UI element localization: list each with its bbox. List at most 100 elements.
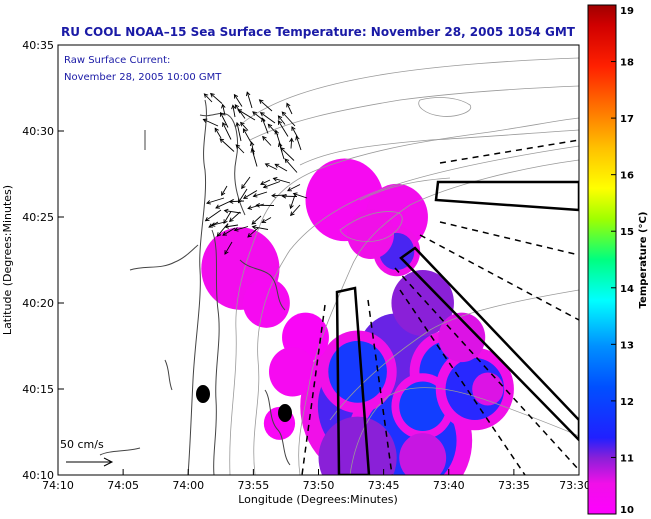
colorbar: 10 11 12 13 14 15 16 17 18 19 Temperature (°C) [587, 4, 649, 516]
sst-patch [347, 209, 395, 259]
current-arrow [206, 197, 225, 205]
current-arrow [277, 120, 289, 137]
current-arrow [259, 112, 276, 124]
contour-line [229, 117, 579, 475]
contour-line [249, 85, 579, 141]
contour-line [418, 97, 472, 117]
contour-line [359, 177, 451, 201]
contour-line [253, 145, 579, 475]
y-tick-label: 40:30 [22, 125, 54, 138]
current-arrow [235, 144, 245, 154]
colorbar-tick-label: 19 [620, 6, 634, 17]
current-arrow [204, 209, 222, 222]
shoreline [211, 229, 220, 475]
current-arrow [292, 192, 308, 199]
current-arrow [260, 179, 271, 186]
current-arrow [274, 163, 288, 172]
lane-dashed-line [439, 221, 579, 256]
current-arrow [252, 191, 268, 198]
lane-box-vertical [335, 286, 371, 475]
current-arrow [281, 111, 296, 127]
current-arrow [240, 121, 249, 131]
buoy-marker [278, 404, 292, 422]
current-arrow [223, 211, 232, 225]
current-arrow [247, 227, 259, 238]
current-arrow [291, 126, 299, 139]
colorbar-tick-label: 11 [620, 453, 634, 464]
shoreline [99, 447, 141, 456]
sst-layer [201, 158, 514, 475]
current-arrow [295, 135, 302, 151]
current-arrow [290, 204, 301, 217]
current-vectors [202, 91, 308, 255]
shoreline [187, 99, 207, 475]
lane-dashed-line [439, 139, 579, 164]
current-arrow [287, 184, 301, 192]
lane-dashed-line [367, 299, 393, 475]
current-arrow [289, 194, 296, 210]
colorbar-tick-label: 17 [620, 114, 634, 125]
current-arrow [221, 185, 228, 197]
current-arrow [264, 163, 278, 170]
colorbar-tick-label: 18 [620, 58, 634, 69]
current-arrow [228, 211, 241, 223]
colorbar-tick-label: 16 [620, 171, 634, 182]
shipping-lanes [301, 139, 579, 475]
lane-dashed-line [419, 234, 579, 321]
sst-patch [268, 347, 316, 397]
colorbar-title: Temperature (°C) [638, 212, 649, 309]
current-arrow [255, 203, 275, 208]
sst-patch [391, 270, 454, 337]
current-arrow [228, 199, 245, 204]
chart-title: RU COOL NOAA–15 Sea Surface Temperature:… [61, 25, 576, 39]
current-arrow [262, 181, 281, 189]
current-arrow [233, 226, 249, 232]
scale-label: 50 cm/s [60, 438, 104, 451]
coastline [99, 99, 291, 475]
contour-line [299, 129, 579, 166]
colorbar-gradient [587, 4, 617, 515]
x-tick-label: 73:50 [303, 479, 335, 492]
sst-patch [399, 433, 447, 475]
current-arrow [214, 127, 222, 139]
shoreline [239, 259, 286, 311]
current-arrow [286, 102, 293, 115]
colorbar-ticks: 10 11 12 13 14 15 16 17 18 19 [611, 4, 634, 516]
current-arrow [251, 215, 262, 225]
y-tick-label: 40:10 [22, 469, 54, 482]
sst-patch [438, 312, 486, 363]
x-tick-label: 73:30 [559, 479, 591, 492]
colorbar-tick-label: 10 [620, 505, 634, 516]
y-tick-label: 40:20 [22, 297, 54, 310]
colorbar-tick-label: 15 [620, 227, 634, 238]
current-arrow [247, 203, 265, 210]
shoreline [199, 112, 246, 216]
current-arrow [224, 241, 233, 255]
current-arrow [223, 208, 242, 214]
current-arrow [210, 92, 223, 104]
current-arrow [261, 217, 272, 223]
current-arrow [237, 109, 256, 121]
current-arrow [219, 138, 235, 152]
current-arrow [222, 122, 232, 140]
current-arrow [203, 93, 213, 103]
y-axis-title: Latitude (Degrees:Minutes) [1, 185, 14, 335]
current-arrow [258, 99, 273, 112]
x-tick-label: 73:40 [433, 479, 465, 492]
lane-box-upper [434, 180, 579, 212]
x-axis: 74:10 74:05 74:00 73:55 73:50 73:45 73:40 73:35… [42, 469, 591, 492]
sst-patch-core [399, 381, 447, 432]
current-arrow [280, 147, 295, 161]
current-arrow [250, 147, 258, 167]
lane-box-diagonal [399, 246, 579, 442]
y-axis: 40:10 40:15 40:20 40:25 40:30 40:35 [22, 39, 64, 482]
legend-line-2: November 28, 2005 10:00 GMT [64, 72, 222, 83]
contour-line [339, 211, 403, 242]
current-arrow [277, 115, 286, 125]
current-arrow [202, 118, 219, 127]
current-arrow [219, 111, 229, 128]
colorbar-tick-label: 12 [620, 397, 634, 408]
current-arrow [222, 227, 236, 236]
x-tick-label: 74:00 [172, 479, 204, 492]
